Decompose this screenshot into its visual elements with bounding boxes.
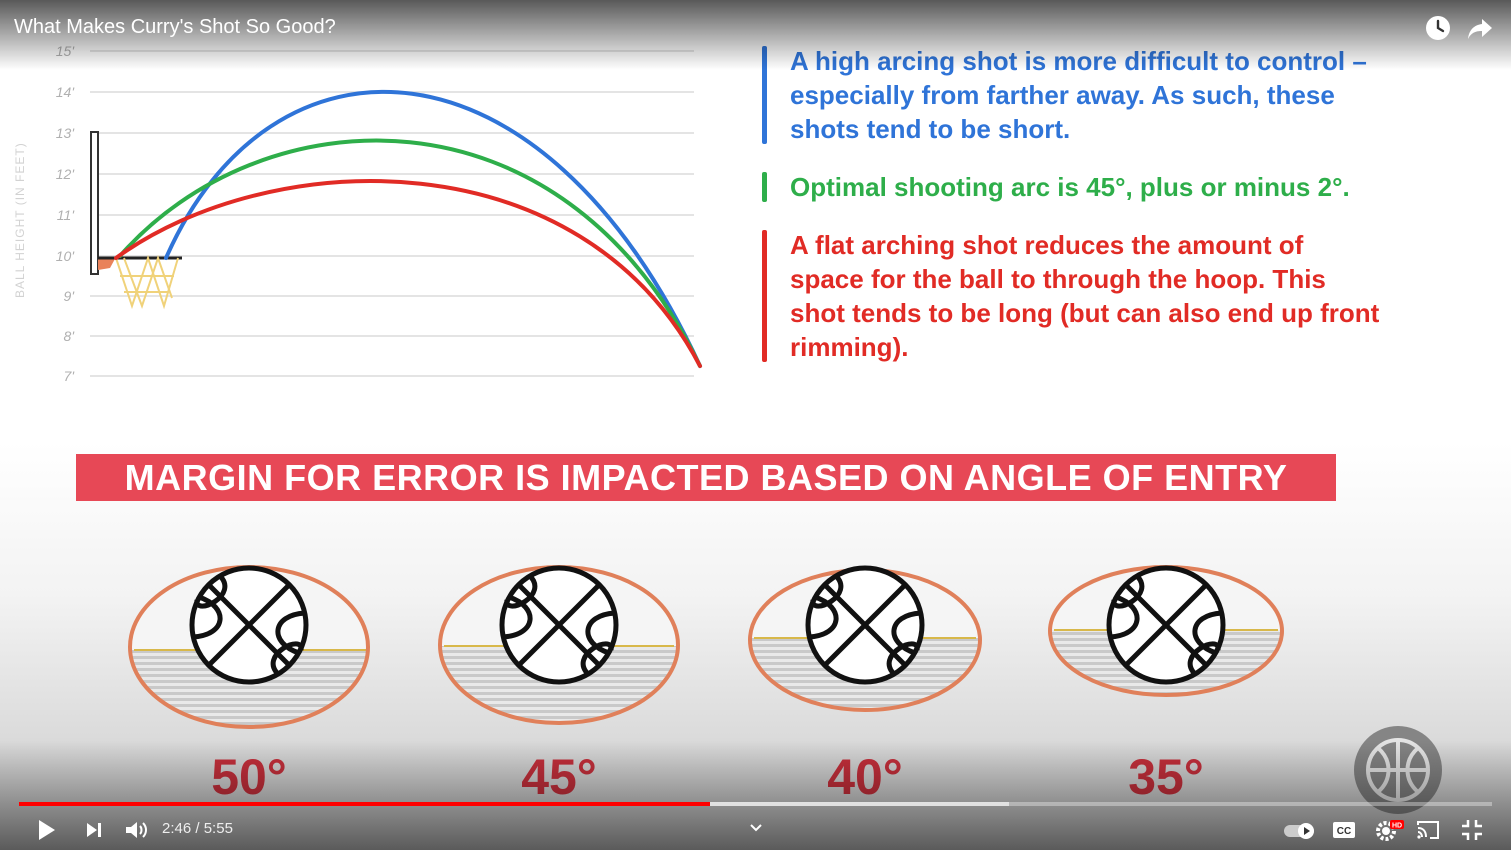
- y-tick: 14': [56, 84, 76, 100]
- progress-bar[interactable]: [19, 802, 1492, 806]
- autoplay-toggle[interactable]: [1282, 816, 1318, 844]
- hoop-diagram-50: [128, 565, 370, 729]
- y-tick: 12': [56, 166, 76, 182]
- share-icon[interactable]: [1466, 14, 1494, 42]
- exit-fullscreen-icon[interactable]: [1458, 816, 1486, 844]
- note-text: A flat arching shot reduces the amount o…: [790, 230, 1380, 362]
- y-tick-labels: 15' 14' 13' 12' 11' 10' 9' 8' 7': [56, 43, 76, 384]
- optimal-arc-line: [118, 138, 702, 368]
- time-current: 2:46: [162, 820, 192, 837]
- settings-icon[interactable]: HD: [1372, 816, 1408, 844]
- chevron-down-icon[interactable]: [742, 814, 770, 842]
- note-bar: [762, 230, 767, 362]
- video-title[interactable]: What Makes Curry's Shot So Good?: [14, 16, 336, 38]
- note-flat-arc: A flat arching shot reduces the amount o…: [762, 228, 1382, 364]
- player-controls: 2:46 / 5:55 CC HD: [0, 808, 1511, 850]
- time-display: 2:46 / 5:55: [162, 820, 233, 837]
- high-arc-line: [164, 89, 702, 368]
- time-total: 5:55: [203, 820, 233, 837]
- note-bar: [762, 46, 767, 144]
- angle-label-35: 35°: [1128, 749, 1204, 805]
- captions-label: CC: [1337, 826, 1351, 837]
- arc-chart: 15' 14' 13' 12' 11' 10' 9' 8' 7' BALL HE…: [13, 43, 702, 384]
- cast-icon[interactable]: [1414, 816, 1442, 844]
- basketball-icon: [499, 565, 619, 685]
- hoop-diagram-40: [748, 565, 982, 712]
- arc-notes: A high arcing shot is more difficult to …: [762, 44, 1382, 388]
- y-tick: 11': [57, 207, 76, 223]
- basketball-icon: [1106, 565, 1226, 685]
- note-optimal-arc: Optimal shooting arc is 45°, plus or min…: [762, 170, 1382, 204]
- note-bar: [762, 172, 767, 202]
- captions-icon[interactable]: CC: [1330, 816, 1358, 844]
- entry-angle-diagrams: 50° 45° 40° 35°: [0, 560, 1511, 805]
- watch-later-icon[interactable]: [1424, 14, 1452, 42]
- hoop-diagrams: [128, 565, 1284, 729]
- y-tick: 10': [56, 248, 76, 264]
- hoop-diagram-45: [438, 565, 680, 725]
- margin-banner: MARGIN FOR ERROR IS IMPACTED BASED ON AN…: [76, 454, 1336, 501]
- y-axis-title: BALL HEIGHT (IN FEET): [13, 142, 27, 298]
- next-icon[interactable]: [80, 816, 108, 844]
- note-text: Optimal shooting arc is 45°, plus or min…: [790, 172, 1350, 202]
- note-high-arc: A high arcing shot is more difficult to …: [762, 44, 1382, 146]
- note-text: A high arcing shot is more difficult to …: [790, 46, 1367, 144]
- basketball-icon: [189, 565, 309, 685]
- y-tick: 15': [56, 43, 76, 59]
- volume-icon[interactable]: [122, 816, 150, 844]
- angle-label-50: 50°: [211, 749, 287, 805]
- hd-badge: HD: [1392, 823, 1402, 830]
- played-bar: [19, 802, 710, 806]
- angle-label-45: 45°: [521, 749, 597, 805]
- time-separator: /: [191, 820, 204, 837]
- hoop: [90, 131, 182, 310]
- y-tick: 8': [64, 328, 76, 344]
- basketball-icon: [805, 565, 925, 685]
- play-icon[interactable]: [32, 816, 60, 844]
- y-tick: 7': [64, 368, 76, 384]
- angle-label-40: 40°: [827, 749, 903, 805]
- hoop-diagram-35: [1048, 565, 1284, 697]
- flat-arc-line: [114, 179, 702, 368]
- y-tick: 13': [56, 125, 76, 141]
- arcs: [114, 89, 702, 368]
- y-tick: 9': [64, 288, 76, 304]
